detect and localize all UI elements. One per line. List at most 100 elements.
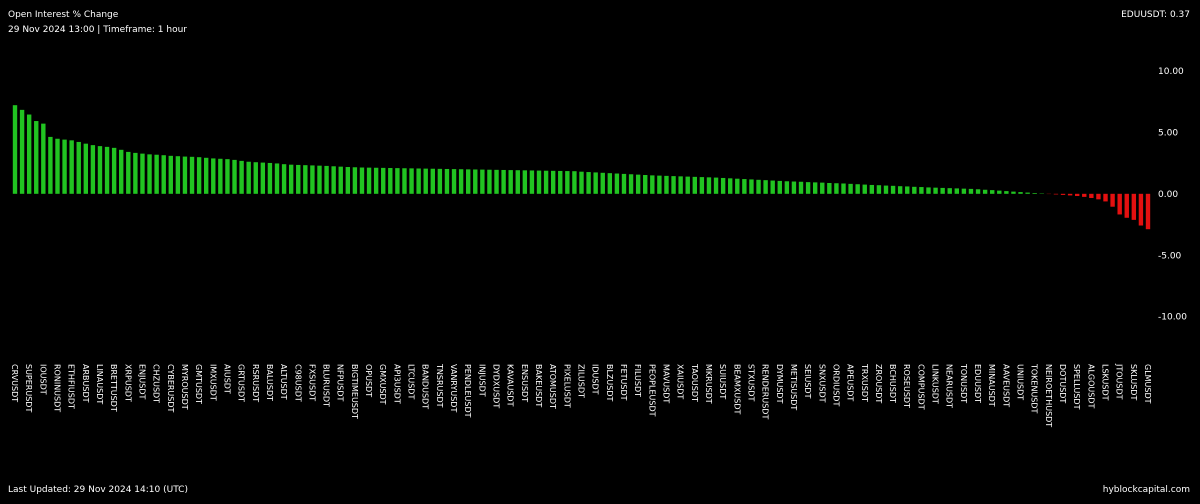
x-tick-label: SPELLUSDT — [1072, 364, 1081, 410]
x-tick-label: XAIUSDT — [676, 364, 685, 399]
bar — [218, 159, 222, 194]
bar — [1103, 194, 1107, 202]
bar — [884, 186, 888, 194]
y-tick-label: 10.00 — [1158, 67, 1184, 77]
x-tick-label: MINAUSDT — [987, 364, 996, 407]
x-tick-label: BALUSDT — [265, 364, 274, 401]
bar — [721, 178, 725, 194]
bar — [707, 177, 711, 193]
x-tick-label: LINKUSDT — [931, 364, 940, 404]
bar — [579, 172, 583, 194]
bar — [275, 163, 279, 193]
bar — [438, 169, 442, 194]
bar — [282, 164, 286, 194]
bar — [268, 163, 272, 194]
x-tick-label: APEUSDT — [846, 364, 855, 401]
x-tick-label: SUPERUSDT — [24, 364, 33, 412]
x-tick-label: PENDLEUSDT — [463, 364, 472, 418]
x-tick-label: TONUSDT — [959, 363, 968, 403]
x-tick-label: API3USDT — [392, 364, 401, 404]
bar — [501, 170, 505, 194]
bar — [544, 171, 548, 194]
bar — [183, 157, 187, 194]
x-tick-label: BIGTIMEUSDT — [350, 364, 359, 419]
x-tick-label: METISUSDT — [789, 364, 798, 410]
bar — [225, 159, 229, 194]
highlight: EDUUSDT: 0.37 — [1121, 10, 1190, 20]
bar — [84, 144, 88, 194]
x-tick-label: CYBERUSDT — [166, 364, 175, 413]
x-tick-label: ROSEUSDT — [902, 364, 911, 408]
bar — [459, 169, 463, 194]
bar — [508, 170, 512, 194]
bar — [898, 186, 902, 194]
x-tick-label: GMTUSDT — [194, 364, 203, 404]
bar — [813, 182, 817, 193]
x-tick-label: FILUSDT — [633, 364, 642, 397]
x-tick-label: LINAUSDT — [95, 364, 104, 404]
bar — [261, 163, 265, 194]
bar — [232, 160, 236, 194]
x-tick-label: DYMUSDT — [775, 364, 784, 404]
bar — [296, 165, 300, 194]
bar — [976, 189, 980, 194]
bar — [870, 185, 874, 194]
x-tick-label: ARBUSDT — [81, 364, 90, 403]
bar — [162, 155, 166, 194]
y-tick-label: 0.00 — [1158, 190, 1178, 200]
bar — [388, 168, 392, 194]
bar — [239, 161, 243, 194]
x-tick-label: IDUSDT — [591, 364, 600, 395]
bar — [891, 186, 895, 194]
bar — [792, 182, 796, 194]
bar — [763, 180, 767, 194]
x-tick-label: BEAMXUSDT — [732, 364, 741, 414]
bar — [303, 165, 307, 194]
bar — [360, 168, 364, 194]
x-tick-label: BCHUSDT — [888, 364, 897, 403]
bar — [91, 145, 95, 194]
bar — [1054, 194, 1058, 195]
bar — [877, 185, 881, 194]
bar — [827, 183, 831, 194]
x-tick-label: ZROUSDT — [874, 364, 883, 403]
bar — [126, 152, 130, 194]
bar — [105, 147, 109, 194]
x-tick-label: NEIROETHUSDT — [1044, 364, 1053, 427]
bar — [1139, 194, 1143, 226]
bar — [445, 169, 449, 194]
bar — [55, 139, 59, 194]
x-tick-label: STXUSDT — [746, 364, 755, 402]
bar — [671, 176, 675, 194]
bar — [770, 181, 774, 194]
bar — [77, 142, 81, 194]
x-tick-label: NEARUSDT — [945, 364, 954, 408]
bar — [169, 156, 173, 194]
bar — [1011, 192, 1015, 194]
x-tick-label: RENDERUSDT — [761, 364, 770, 419]
bar — [643, 175, 647, 194]
bar — [650, 175, 654, 193]
x-tick-label: IMXUSDT — [208, 364, 217, 401]
bar — [806, 182, 810, 194]
bar — [565, 171, 569, 194]
bar — [1096, 194, 1100, 200]
bar — [133, 153, 137, 194]
bar — [778, 181, 782, 194]
bar — [367, 168, 371, 194]
x-tick-label: C98USDT — [293, 364, 302, 402]
x-tick-label: GLMUSDT — [1143, 364, 1152, 404]
bar — [714, 178, 718, 194]
bar — [48, 137, 52, 194]
x-tick-label: PEOPLEUSDT — [647, 364, 656, 417]
bar — [1082, 194, 1086, 197]
x-tick-label: ATOMUSDT — [548, 364, 557, 409]
bar — [551, 171, 555, 194]
bar — [735, 179, 739, 194]
x-tick-label: ORDIUSDT — [831, 364, 840, 406]
bar — [1025, 193, 1029, 194]
bar — [211, 158, 215, 193]
bar — [969, 189, 973, 194]
